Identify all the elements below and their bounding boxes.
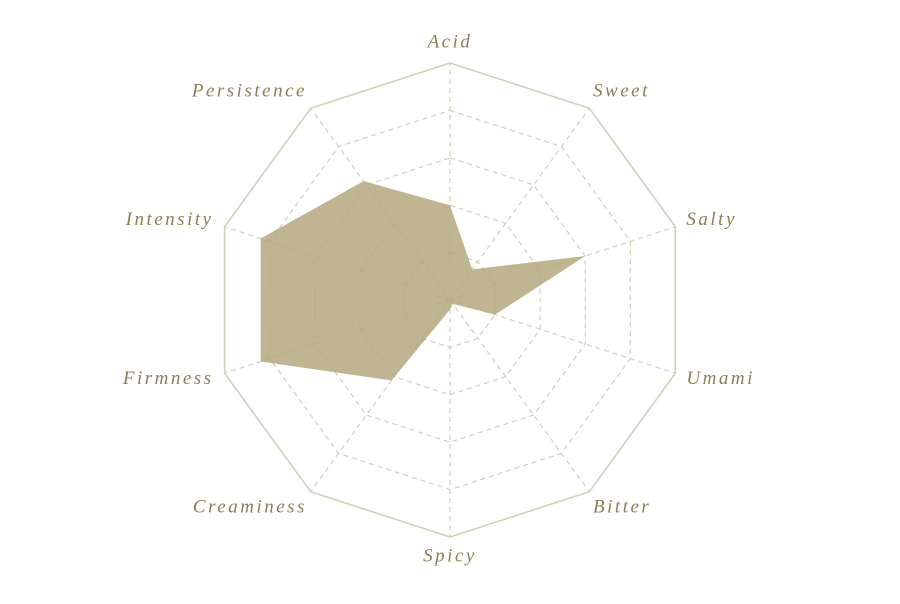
data-area xyxy=(260,181,586,381)
axis-label: Creaminess xyxy=(193,496,307,517)
axis-label: Umami xyxy=(686,368,754,389)
axis-label: Persistence xyxy=(191,80,307,101)
axis-line xyxy=(449,299,590,493)
axis-label: Salty xyxy=(686,209,737,230)
axis-label: Sweet xyxy=(593,80,650,101)
grid-ring xyxy=(223,62,677,538)
axis-label: Firmness xyxy=(122,368,214,389)
axis-line xyxy=(449,107,590,301)
axis-label: Spicy xyxy=(423,545,477,566)
axis-label: Intensity xyxy=(125,209,214,230)
axis-label: Acid xyxy=(426,31,473,52)
grid-ring xyxy=(269,109,631,491)
axis-label: Bitter xyxy=(593,496,651,517)
